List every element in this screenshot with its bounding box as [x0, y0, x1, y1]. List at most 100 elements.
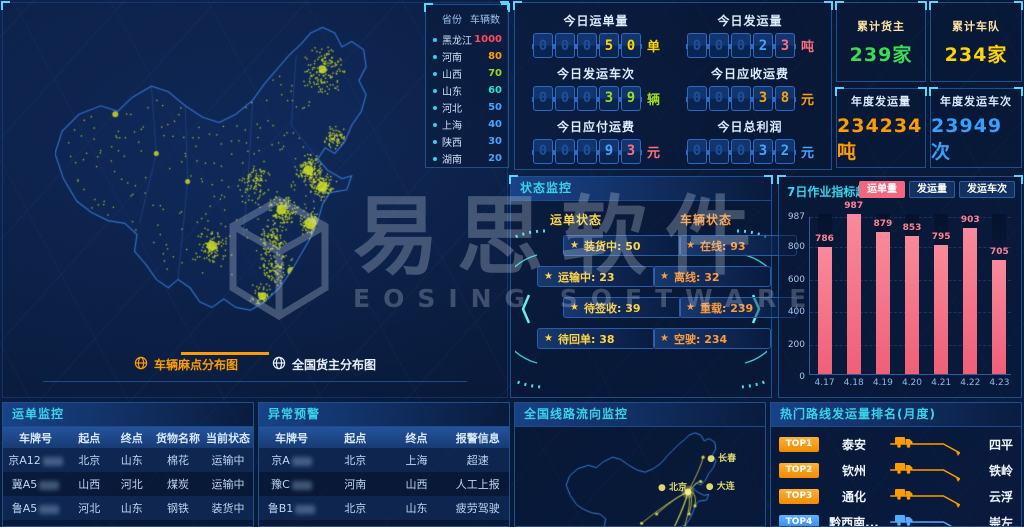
- x-axis-label: 4.20: [901, 378, 923, 388]
- panel-title: 运单监控: [3, 403, 253, 427]
- route-arrow-icon: [889, 467, 965, 486]
- panel-title: 状态监控: [511, 177, 771, 201]
- legend-row: 上海 40: [432, 116, 502, 133]
- plate-text: 京A12: [8, 454, 41, 467]
- legend-province: 山西: [442, 70, 462, 81]
- legend-header: 省份: [442, 15, 462, 26]
- summary-card-value: 239家: [849, 43, 913, 66]
- legend-bullet-icon: [433, 156, 437, 161]
- hot-routes-ranking-panel: 热门路线发运量排名(月度) TOP1 泰安 四平 TOP2 钦州 铁岭 TOP3 通化 云浮 TO…: [770, 402, 1022, 527]
- bar-slot: 795 4.21: [931, 214, 951, 388]
- summary-card-annual-trips: 年度发运车次 23949次: [929, 87, 1023, 168]
- table-row: 冀A5 山西 河北 煤炭 运输中: [3, 472, 253, 496]
- plate-redacted: [39, 504, 60, 514]
- map-mode-tab-0[interactable]: 车辆麻点分布图: [134, 356, 238, 373]
- bar-value-label: 903: [960, 215, 980, 225]
- flip-digit: 0: [685, 138, 708, 164]
- chart-tab-0[interactable]: 运单量: [859, 181, 905, 198]
- flip-digit: 0: [531, 85, 554, 111]
- legend-province: 山东: [442, 87, 462, 98]
- bar: [875, 232, 890, 374]
- waybill-monitoring-panel: 运单监控 车牌号 起点 终点 货物名称 当前状态 京A12 北京 山东 棉花 运输中 冀A5 山西 河北…: [2, 402, 254, 527]
- route-destination: 四平: [988, 437, 1013, 452]
- today-counter: 今日应收运费 0 0 0 3 8 元: [673, 62, 827, 115]
- legend-bullet-icon: [433, 54, 437, 59]
- y-axis-tick: 0: [799, 372, 805, 382]
- status-chip-text: 在线: 93: [699, 239, 746, 253]
- chart-tab-1[interactable]: 发运量: [909, 181, 955, 198]
- status-chip-text: 重载: 239: [699, 301, 754, 315]
- map-mode-tabs: 车辆麻点分布图 全国货主分布图: [3, 356, 507, 373]
- table-row: 苏F7重庆江苏停车超时: [259, 520, 510, 526]
- plate-redacted: [295, 504, 316, 514]
- table-cell: 天津: [111, 520, 154, 526]
- column-header: 起点: [324, 427, 387, 448]
- star-icon: ★: [570, 240, 579, 251]
- bar: [992, 260, 1007, 374]
- star-icon: ★: [686, 302, 695, 313]
- chart-tab-2[interactable]: 发运车次: [959, 181, 1015, 198]
- bar: [817, 247, 832, 374]
- summary-card-value: 234234吨: [837, 114, 923, 163]
- flip-digit: 0: [575, 138, 598, 164]
- table-cell: 河北: [68, 496, 111, 520]
- table-cell: 人工上报: [455, 478, 500, 491]
- status-group-header: 运单状态: [549, 213, 602, 227]
- plate-text: 京A: [271, 454, 290, 467]
- table-cell: 哈尔滨: [68, 520, 111, 526]
- flip-digit: 0: [729, 138, 752, 164]
- bar: [963, 228, 978, 374]
- table-row: 京A12 北京 山东 棉花 运输中: [3, 448, 253, 472]
- table-cell: 重庆: [324, 520, 387, 526]
- counter-title: 今日总利润: [717, 119, 783, 134]
- flip-digit: 2: [751, 33, 774, 59]
- table-cell: 北京: [324, 496, 387, 520]
- legend-province: 黑龙江: [442, 36, 472, 47]
- summary-card-label: 累计车队: [952, 19, 1000, 33]
- table-cell: 停车超时: [447, 520, 510, 526]
- table-cell: 河南: [344, 478, 367, 491]
- legend-province: 河南: [442, 53, 462, 64]
- flip-digit: 0: [531, 33, 554, 59]
- route-art: [889, 512, 965, 526]
- plate-text: 豫C: [271, 478, 290, 491]
- table-row: 鲁B1 北京 山东 疲劳驾驶: [259, 496, 509, 520]
- flip-digit: 0: [685, 85, 708, 111]
- x-axis-label: 4.19: [872, 378, 893, 388]
- counter-unit: 元: [800, 92, 814, 108]
- flip-digit: 3: [751, 85, 774, 111]
- bar-value-label: 879: [873, 219, 893, 229]
- legend-header: 车辆数: [470, 15, 500, 26]
- rank-badge: TOP2: [779, 462, 819, 478]
- column-header: 终点: [110, 427, 153, 448]
- today-counter: 今日运单量 0 0 0 5 0 单: [519, 9, 673, 62]
- flip-digit: 5: [597, 33, 620, 59]
- status-chip-text: 待签收: 39: [583, 301, 641, 315]
- summary-card-value: 234家: [944, 43, 1008, 66]
- table-cell: 装货中: [203, 520, 253, 526]
- table-cell: 超速: [446, 448, 509, 472]
- star-icon: ★: [544, 333, 553, 344]
- route-origin: 钦州: [841, 463, 866, 478]
- status-group-header: 车辆状态: [679, 213, 732, 227]
- route-art: [889, 460, 965, 482]
- legend-province: 河北: [442, 104, 462, 115]
- summary-card-shippers: 累计货主 239家: [835, 1, 927, 82]
- map-mode-tab-1[interactable]: 全国货主分布图: [272, 356, 376, 373]
- table-cell: 北京: [68, 448, 111, 472]
- table-cell: 煤炭: [167, 478, 189, 491]
- summary-card-annual-tonnage: 年度发运量 234234吨: [835, 87, 927, 168]
- route-destination: 云浮: [988, 489, 1013, 504]
- plate-cell: 津AF7: [3, 520, 68, 526]
- flip-digit: 0: [531, 138, 554, 164]
- flip-digit: 0: [619, 33, 642, 59]
- status-chip: ★ 在线: 93: [679, 235, 797, 256]
- x-axis-label: 4.22: [960, 378, 981, 388]
- x-axis-label: 4.18: [843, 378, 864, 388]
- globe-icon: [272, 356, 286, 373]
- table-cell: 钢铁: [153, 520, 203, 526]
- arc-decoration-left: [515, 229, 546, 389]
